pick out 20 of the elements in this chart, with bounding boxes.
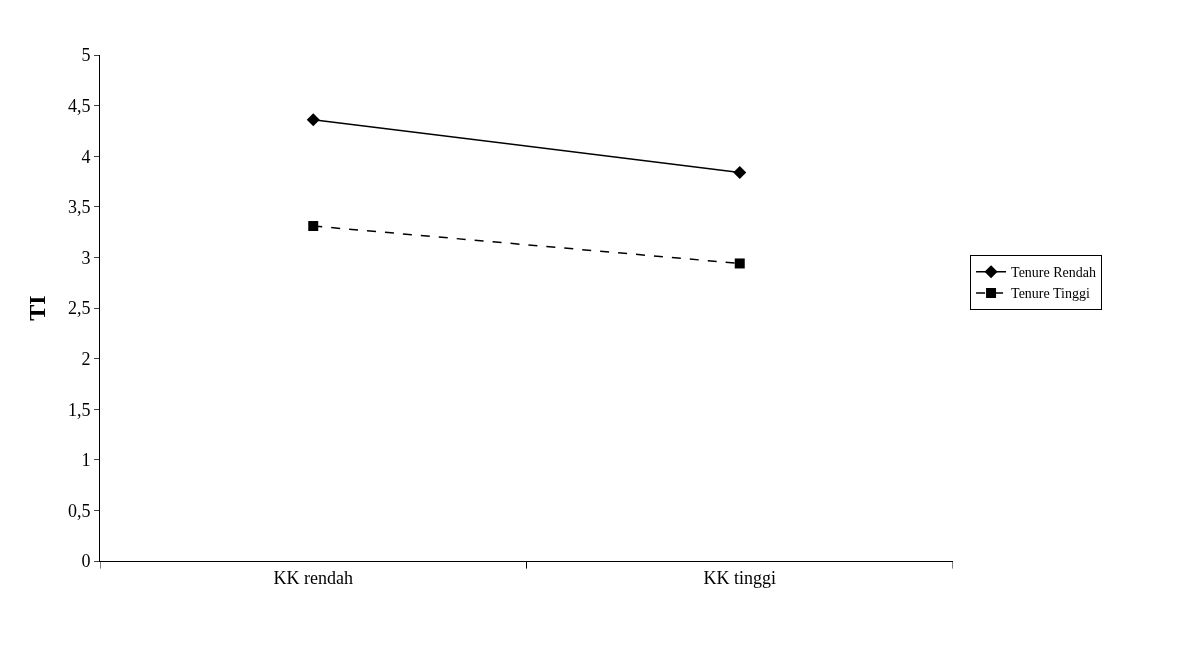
point (308, 221, 319, 232)
y-tick-label: 2,5 (67, 298, 91, 319)
legend-label: Tenure Rendah (1011, 265, 1096, 281)
point (733, 165, 747, 179)
y-axis-title: TI (24, 295, 50, 321)
point (734, 258, 745, 269)
y-tick-label: 5 (81, 45, 91, 66)
y-tick-label: 1 (81, 450, 91, 471)
y-tick-label: 4 (81, 146, 91, 167)
y-tick-label: 0,5 (67, 500, 91, 521)
x-tick-label: KK rendah (273, 567, 353, 588)
point (306, 113, 320, 127)
y-tick-label: 1,5 (67, 399, 91, 420)
y-tick-label: 3 (81, 247, 91, 268)
y-tick-label: 0 (81, 551, 91, 572)
x-tick-label: KK tinggi (703, 567, 777, 588)
legend-label: Tenure Tinggi (1011, 286, 1090, 302)
y-tick-label: 4,5 (67, 95, 91, 116)
y-tick-label: 2 (81, 348, 91, 369)
y-tick-label: 3,5 (67, 197, 91, 218)
